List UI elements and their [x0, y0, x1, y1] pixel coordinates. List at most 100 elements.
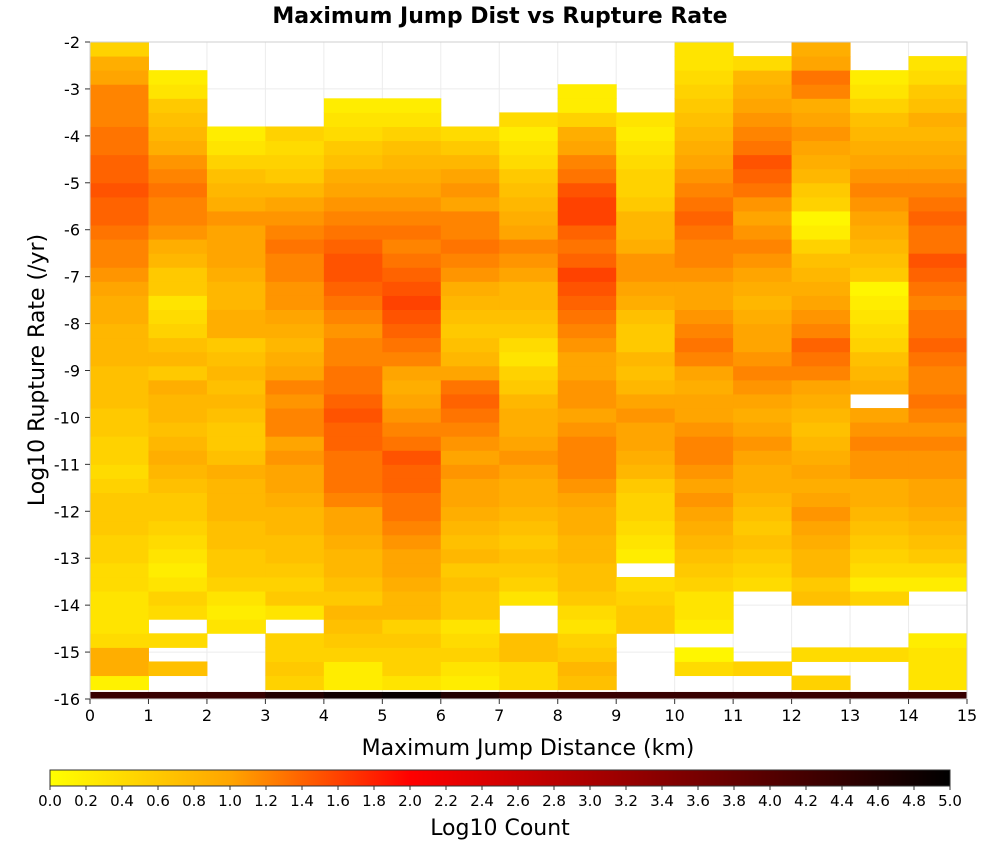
heatmap-cell [440, 140, 500, 156]
heatmap-cell [557, 492, 617, 508]
y-tick-label: -4 [64, 127, 80, 146]
heatmap-cell [616, 281, 676, 296]
heatmap-cell [674, 520, 734, 536]
heatmap-cell [850, 351, 910, 367]
colorbar-tick-label: 0.6 [146, 792, 170, 810]
heatmap-cell [557, 506, 617, 522]
heatmap-cell [148, 591, 208, 606]
heatmap-cell [674, 182, 734, 198]
heatmap-cell [616, 534, 676, 550]
heatmap-cell [90, 42, 149, 57]
heatmap-cell [148, 168, 208, 184]
heatmap-cell [499, 691, 559, 699]
heatmap-cell [616, 225, 676, 240]
heatmap-cell [674, 562, 734, 578]
heatmap-cell [499, 633, 559, 648]
heatmap-cell [791, 210, 851, 226]
heatmap-cell [323, 691, 383, 699]
heatmap-cell [733, 422, 793, 437]
heatmap-cell [557, 576, 617, 592]
heatmap-cell [206, 351, 266, 367]
heatmap-cell [323, 506, 383, 522]
heatmap-cell [206, 210, 266, 226]
heatmap-cell [791, 436, 851, 451]
heatmap-cell [265, 295, 325, 310]
heatmap-cell [206, 154, 266, 170]
heatmap-cell [382, 98, 442, 113]
heatmap-cell [206, 126, 266, 142]
colorbar-tick-label: 4.0 [758, 792, 782, 810]
heatmap-cell [557, 365, 617, 381]
heatmap-cell [733, 182, 793, 198]
heatmap-cell [206, 182, 266, 198]
heatmap-cell [440, 168, 500, 184]
heatmap-cell [323, 126, 383, 142]
heatmap-cell [674, 450, 734, 465]
heatmap-cell [90, 562, 149, 578]
heatmap-cell [265, 492, 325, 508]
heatmap-cell [90, 267, 149, 282]
colorbar-tick-label: 4.6 [866, 792, 890, 810]
heatmap-cell [440, 365, 500, 381]
heatmap-cell [382, 379, 442, 395]
heatmap-cell [733, 126, 793, 142]
heatmap-cell [908, 633, 968, 648]
heatmap-cell [674, 70, 734, 85]
heatmap-cell [733, 492, 793, 508]
heatmap-cell [791, 56, 851, 71]
heatmap-cell [323, 196, 383, 212]
heatmap-cell [499, 548, 559, 564]
heatmap-cell [908, 56, 968, 71]
heatmap-cell [557, 548, 617, 564]
heatmap-cell [557, 478, 617, 494]
heatmap-cell [499, 675, 559, 691]
heatmap-cell [557, 675, 617, 691]
heatmap-cell [382, 506, 442, 522]
heatmap-cell [499, 365, 559, 381]
heatmap-cell [791, 647, 851, 662]
heatmap-cell [733, 196, 793, 212]
heatmap-cell [90, 478, 149, 494]
heatmap-cell [908, 154, 968, 170]
heatmap-cell [791, 196, 851, 212]
heatmap-cell [499, 182, 559, 198]
y-tick-label: -9 [64, 362, 80, 381]
heatmap-cell [382, 675, 442, 691]
heatmap-cell [90, 126, 149, 142]
heatmap-cell [206, 267, 266, 282]
heatmap-cell [90, 253, 149, 268]
heatmap-cell [265, 267, 325, 282]
heatmap-cell [791, 365, 851, 381]
heatmap-cell [265, 520, 325, 536]
heatmap-cell [265, 450, 325, 465]
heatmap-cell [206, 309, 266, 325]
heatmap-cell [148, 633, 208, 648]
heatmap-cell [850, 253, 910, 268]
heatmap-cell [557, 267, 617, 282]
colorbar-tick-label: 3.0 [578, 792, 602, 810]
heatmap-cell [850, 309, 910, 325]
heatmap-cell [440, 295, 500, 310]
heatmap-cell [850, 492, 910, 508]
heatmap-cell [265, 379, 325, 395]
heatmap-cell [850, 154, 910, 170]
heatmap-cell [674, 365, 734, 381]
heatmap-cell [908, 84, 968, 99]
colorbar-tick-label: 0.4 [110, 792, 134, 810]
heatmap-cell [148, 281, 208, 296]
heatmap-cell [206, 196, 266, 212]
heatmap-cell [908, 351, 968, 367]
heatmap-cell [382, 393, 442, 409]
y-tick-label: -11 [54, 455, 80, 474]
heatmap-cell [791, 562, 851, 578]
heatmap-cell [265, 506, 325, 522]
heatmap-cell [616, 691, 676, 699]
heatmap-cell [382, 182, 442, 198]
heatmap-cell [499, 661, 559, 677]
heatmap-cell [90, 436, 149, 451]
y-tick-label: -3 [64, 80, 80, 99]
heatmap-cell [90, 520, 149, 536]
heatmap-cell [382, 661, 442, 677]
heatmap-cell [733, 365, 793, 381]
heatmap-cell [382, 225, 442, 240]
